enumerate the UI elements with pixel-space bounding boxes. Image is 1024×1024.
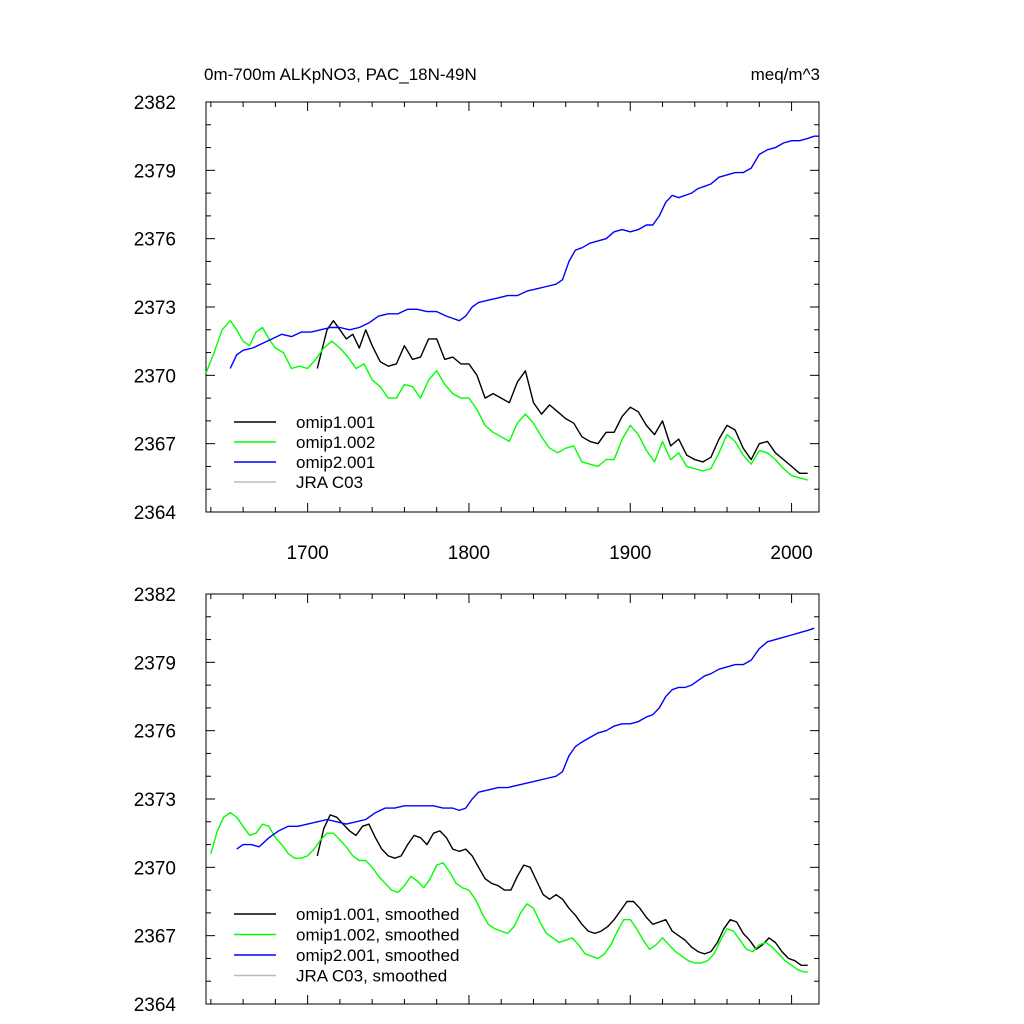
series-line-2 <box>205 320 808 481</box>
y-tick-label: 2364 <box>134 995 177 1016</box>
series-line-1 <box>316 320 808 474</box>
y-tick-label: 2364 <box>134 503 177 524</box>
y-tick-label: 2379 <box>134 653 176 674</box>
x-tick-label: 1700 <box>286 543 328 564</box>
legend-label: omip1.002, smoothed <box>296 926 460 945</box>
y-tick-label: 2376 <box>134 230 176 251</box>
series-line-3 <box>229 135 819 369</box>
y-tick-label: 2382 <box>134 585 176 606</box>
units-label: meq/m^3 <box>751 65 820 84</box>
legend-label: JRA C03, smoothed <box>296 967 447 986</box>
series-line-2 <box>210 812 808 973</box>
y-tick-label: 2370 <box>134 858 176 879</box>
y-tick-label: 2373 <box>134 298 176 319</box>
chart-title: 0m-700m ALKpNO3, PAC_18N-49N <box>204 65 477 84</box>
y-tick-label: 2373 <box>134 790 176 811</box>
series-line-3 <box>236 627 815 850</box>
legend-label: omip1.002 <box>296 433 375 452</box>
y-tick-label: 2367 <box>134 435 176 456</box>
legend: omip1.001, smoothed omip1.002, smoothedom… <box>234 905 460 986</box>
legend-label: omip1.001, smoothed <box>296 905 460 924</box>
x-tick-label: 1900 <box>609 543 651 564</box>
y-tick-label: 2370 <box>134 366 176 387</box>
chart-panel-2: 2364 2367 2370 2373 2376 2379 2382 omip1.001, s… <box>134 585 820 1016</box>
legend-label: omip1.001 <box>296 413 375 432</box>
y-tick-label: 2367 <box>134 927 176 948</box>
legend-label: omip2.001 <box>296 453 375 472</box>
legend-label: omip2.001, smoothed <box>296 946 460 965</box>
y-tick-label: 2379 <box>134 161 176 182</box>
y-tick-label: 2382 <box>134 93 176 114</box>
legend-label: JRA C03 <box>296 473 363 492</box>
x-tick-label: 1800 <box>448 543 490 564</box>
chart-panel-1: 2364 2367 2370 2373 2376 2379 2382 1700 1800 1900… <box>134 93 820 564</box>
y-tick-label: 2376 <box>134 722 176 743</box>
series-line-1 <box>316 814 808 966</box>
x-tick-label: 2000 <box>770 543 812 564</box>
